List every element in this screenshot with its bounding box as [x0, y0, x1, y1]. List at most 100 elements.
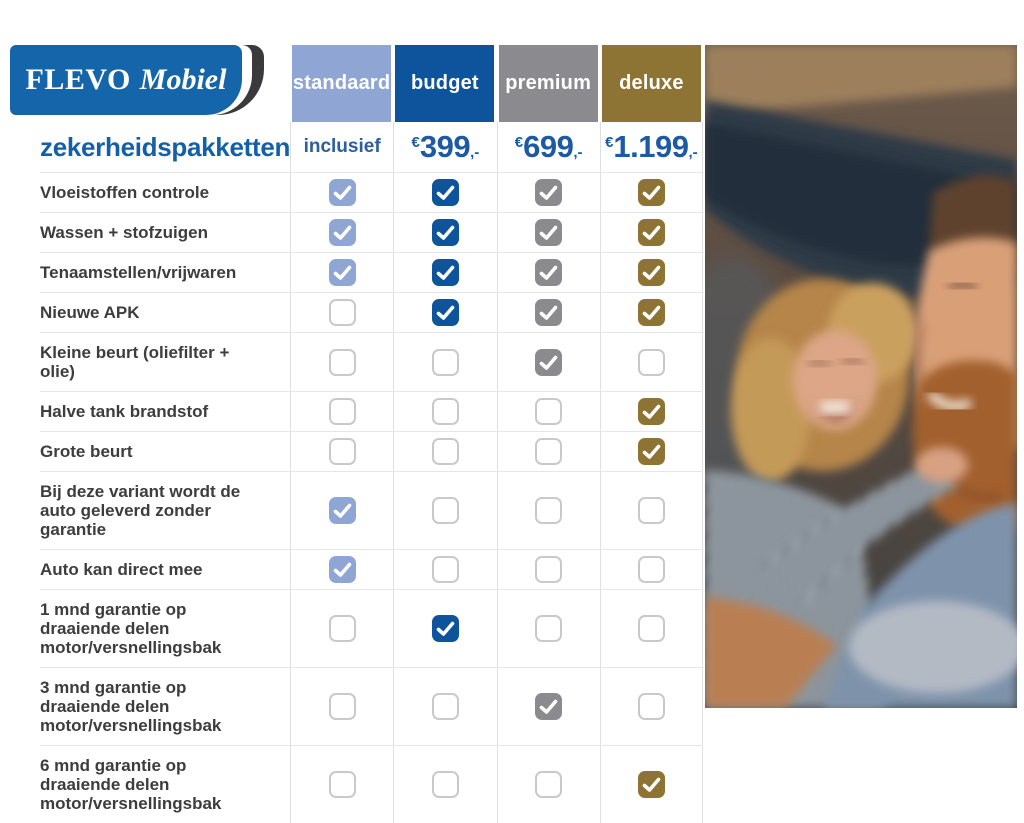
page-title: zekerheidspakketten	[40, 131, 291, 162]
checkbox-deluxe-checked	[637, 398, 665, 425]
couple-in-car-photo	[705, 45, 1017, 708]
price-standaard: inclusief	[290, 122, 393, 172]
check-icon	[642, 185, 661, 200]
checkbox-cell-standaard	[290, 293, 393, 332]
feature-rows: Vloeistoffen controle Wassen + stofzuigen…	[40, 172, 703, 823]
package-header-deluxe: deluxe	[601, 45, 701, 122]
checkbox-cell-budget	[393, 746, 496, 823]
checkbox-premium-checked	[535, 259, 563, 286]
checkbox-budget-unchecked	[431, 497, 459, 524]
checkbox-budget-checked	[431, 615, 459, 642]
check-icon	[539, 305, 558, 320]
feature-row: Kleine beurt (oliefilter + olie)	[40, 332, 703, 391]
checkbox-cell-deluxe	[599, 173, 703, 212]
feature-label: 6 mnd garantie op draaiende delen motor/…	[40, 756, 222, 813]
checkbox-cell-standaard	[290, 550, 393, 589]
check-icon	[436, 185, 455, 200]
checkbox-cell-premium	[496, 550, 600, 589]
checkbox-cell-standaard	[290, 392, 393, 431]
check-icon	[333, 225, 351, 240]
checkbox-cell-budget	[393, 293, 496, 332]
checkbox-budget-unchecked	[431, 556, 459, 583]
price-value-premium: €699 ,-	[514, 129, 583, 164]
price-premium: €699 ,-	[496, 122, 600, 172]
checkbox-standaard-unchecked	[328, 299, 356, 326]
price-value-budget: €399 ,-	[411, 129, 480, 164]
checkbox-cell-premium	[496, 333, 600, 391]
check-icon	[436, 305, 455, 320]
checkbox-cell-budget	[393, 253, 496, 292]
checkbox-cell-budget	[393, 550, 496, 589]
price-value-deluxe: €1.199 ,-	[605, 129, 698, 164]
checkbox-premium-unchecked	[535, 615, 563, 642]
checkbox-cell-standaard	[290, 333, 393, 391]
logo-text-primary: FLEVO	[25, 63, 131, 96]
logo-plate: FLEVO Mobiel	[10, 45, 242, 115]
checkbox-cell-premium	[496, 293, 600, 332]
checkbox-cell-premium	[496, 590, 600, 667]
header-cell-budget: budget	[393, 45, 496, 122]
checkbox-budget-checked	[431, 299, 459, 326]
checkbox-cell-deluxe	[599, 432, 703, 471]
checkbox-cell-budget	[393, 432, 496, 471]
feature-label: Nieuwe APK	[40, 303, 140, 322]
checkbox-cell-standaard	[290, 253, 393, 292]
checkbox-standaard-checked	[328, 259, 356, 286]
checkbox-cell-premium	[496, 668, 600, 745]
feature-row: 1 mnd garantie op draaiende delen motor/…	[40, 589, 703, 667]
feature-label: 3 mnd garantie op draaiende delen motor/…	[40, 678, 222, 735]
feature-row: Vloeistoffen controle	[40, 172, 703, 212]
logo-text-secondary: Mobiel	[139, 63, 227, 96]
feature-label: Grote beurt	[40, 442, 133, 461]
feature-label: Auto kan direct mee	[40, 560, 203, 579]
check-icon	[333, 185, 351, 200]
checkbox-cell-budget	[393, 213, 496, 252]
checkbox-cell-deluxe	[599, 333, 703, 391]
checkbox-cell-standaard	[290, 746, 393, 823]
checkbox-premium-checked	[535, 179, 563, 206]
feature-label: Bij deze variant wordt de auto geleverd …	[40, 482, 241, 539]
checkbox-cell-deluxe	[599, 392, 703, 431]
checkbox-cell-budget	[393, 173, 496, 212]
check-icon	[642, 265, 661, 280]
checkbox-premium-checked	[535, 219, 563, 246]
check-icon	[539, 185, 558, 200]
checkbox-budget-unchecked	[431, 398, 459, 425]
checkbox-cell-budget	[393, 668, 496, 745]
checkbox-standaard-unchecked	[328, 771, 356, 798]
checkbox-cell-standaard	[290, 472, 393, 549]
check-icon	[436, 225, 455, 240]
check-icon	[642, 225, 661, 240]
checkbox-cell-premium	[496, 432, 600, 471]
checkbox-premium-unchecked	[535, 556, 563, 583]
couple-photo-illustration	[705, 45, 1017, 708]
check-icon	[539, 699, 558, 714]
checkbox-cell-standaard	[290, 432, 393, 471]
checkbox-cell-deluxe	[599, 213, 703, 252]
check-icon	[642, 777, 661, 792]
checkbox-standaard-unchecked	[328, 693, 356, 720]
checkbox-deluxe-checked	[637, 259, 665, 286]
price-deluxe: €1.199 ,-	[599, 122, 703, 172]
checkbox-budget-checked	[431, 179, 459, 206]
feature-row: 3 mnd garantie op draaiende delen motor/…	[40, 667, 703, 745]
checkbox-cell-premium	[496, 746, 600, 823]
page-canvas: FLEVO Mobiel standaard budget premium delux…	[10, 45, 1017, 823]
checkbox-cell-premium	[496, 173, 600, 212]
check-icon	[436, 265, 455, 280]
checkbox-budget-checked	[431, 219, 459, 246]
checkbox-standaard-checked	[328, 556, 356, 583]
checkbox-cell-premium	[496, 472, 600, 549]
feature-label: Tenaamstellen/vrijwaren	[40, 263, 237, 282]
checkbox-premium-unchecked	[535, 497, 563, 524]
checkbox-standaard-checked	[328, 219, 356, 246]
feature-label: Kleine beurt (oliefilter + olie)	[40, 343, 230, 381]
check-icon	[333, 503, 351, 518]
check-icon	[333, 562, 351, 577]
check-icon	[642, 404, 661, 419]
checkbox-deluxe-checked	[637, 219, 665, 246]
checkbox-cell-standaard	[290, 173, 393, 212]
flevo-mobiel-logo: FLEVO Mobiel	[10, 45, 268, 115]
check-icon	[539, 225, 558, 240]
feature-label: Vloeistoffen controle	[40, 183, 210, 202]
